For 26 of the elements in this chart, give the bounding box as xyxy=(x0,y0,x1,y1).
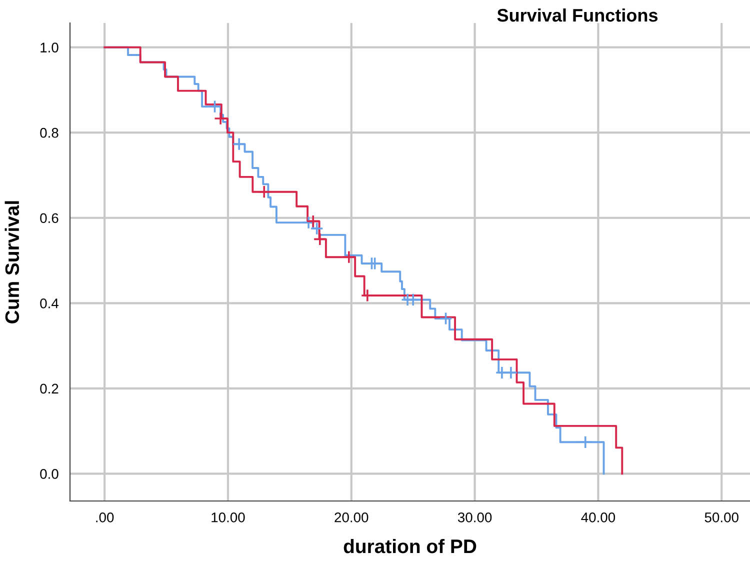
point xyxy=(232,137,246,151)
x-tick-label: 10.00 xyxy=(212,512,245,522)
x-tick-label: 40.00 xyxy=(581,512,616,522)
y-tick-label: 0.0 xyxy=(40,469,58,479)
y-tick-label: 0.8 xyxy=(40,128,58,138)
point xyxy=(310,222,324,236)
point xyxy=(306,214,320,228)
point xyxy=(504,366,518,380)
point xyxy=(578,435,592,449)
x-tick-label: 50.00 xyxy=(704,512,738,522)
point xyxy=(208,100,222,114)
x-tick-label: 30.00 xyxy=(458,512,492,522)
y-tick-label: 0.4 xyxy=(40,298,58,308)
point xyxy=(257,185,271,199)
chart-title: Survival Functions xyxy=(497,8,658,22)
y-tick-label: 0.2 xyxy=(40,384,58,394)
point xyxy=(439,312,453,326)
y-tick-label: 0.6 xyxy=(40,213,58,224)
point xyxy=(302,216,316,230)
x-axis-title: duration of PD xyxy=(344,538,476,554)
y-axis-title: Cum Survival xyxy=(4,201,20,324)
point xyxy=(313,232,327,246)
x-tick-label: 20.00 xyxy=(334,512,368,522)
x-tick-label: .00 xyxy=(96,512,114,522)
y-tick-label: 1.0 xyxy=(40,42,58,52)
point xyxy=(342,250,356,264)
